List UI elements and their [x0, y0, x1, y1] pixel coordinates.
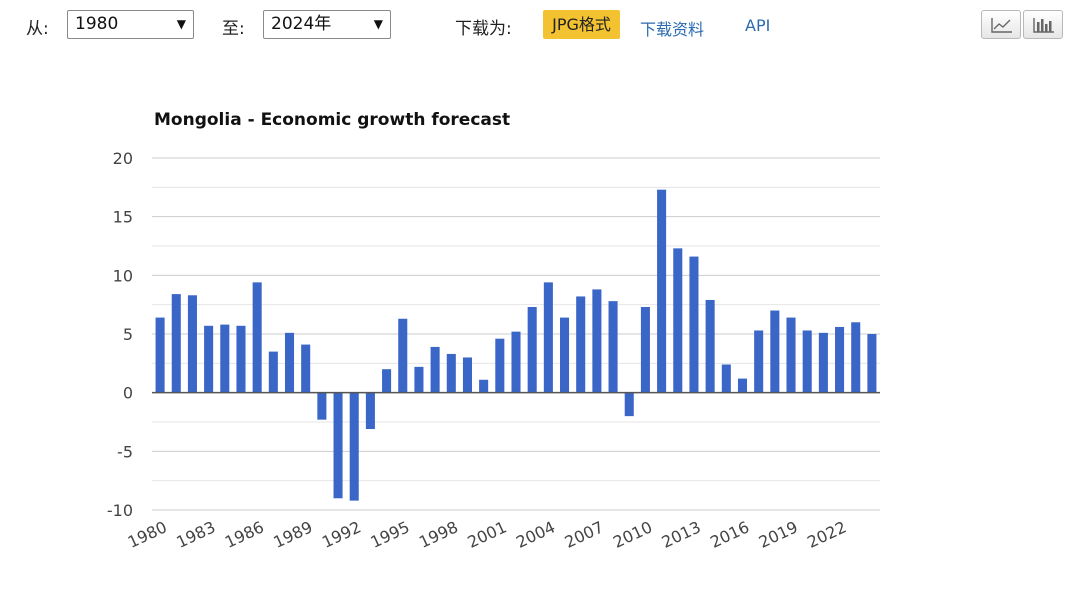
from-label: 从:: [26, 19, 49, 39]
x-tick-label: 2013: [659, 517, 704, 551]
bar-chart-button[interactable]: [1023, 10, 1063, 39]
bar-2000: [479, 379, 489, 393]
bar-1991: [333, 392, 343, 499]
chart-toolbar: 从: 1980 ▼ 至: 2024年 ▼ 下载为: JPG格式 下载资料 API: [0, 0, 1080, 50]
from-year-value: 1980: [75, 14, 119, 34]
bar-2017: [754, 330, 764, 393]
to-year-select[interactable]: 2024年 ▼: [263, 10, 391, 39]
api-link[interactable]: API: [745, 16, 771, 35]
x-axis-ticks: 1980 1983 1986 1989 1992 1995 1998 2001 2004 2007…: [125, 517, 849, 551]
bar-2021: [818, 332, 828, 393]
download-data-link[interactable]: 下载资料: [640, 20, 705, 39]
y-tick-label: -5: [117, 442, 133, 461]
y-axis-ticks: 20 15 10 5 0 -5 -10: [107, 149, 133, 520]
chart-title: Mongolia - Economic growth forecast: [154, 110, 510, 130]
bar-2008: [608, 301, 618, 393]
x-tick-label: 2001: [465, 517, 510, 551]
y-tick-label: 5: [123, 325, 133, 344]
bar-2007: [592, 289, 602, 393]
bar-2002: [511, 331, 521, 393]
bar-2004: [543, 282, 553, 393]
y-tick-label: 10: [113, 266, 133, 285]
bar-1989: [301, 344, 311, 393]
y-tick-label: -10: [107, 501, 133, 520]
bar-1980: [155, 317, 165, 393]
bar-2005: [560, 317, 570, 393]
bar-2001: [495, 338, 505, 393]
bar-2022: [835, 326, 845, 393]
y-tick-label: 20: [113, 149, 133, 168]
bar-1984: [220, 324, 230, 393]
from-year-select[interactable]: 1980 ▼: [67, 10, 194, 39]
x-tick-label: 1986: [222, 517, 267, 551]
bar-2013: [689, 256, 699, 393]
x-tick-label: 2007: [562, 517, 607, 551]
download-jpg-button[interactable]: JPG格式: [543, 10, 620, 39]
line-chart-icon: [991, 18, 1012, 33]
bar-1996: [414, 366, 424, 393]
chevron-down-icon: ▼: [373, 17, 383, 31]
bar-2018: [770, 310, 780, 393]
x-tick-label: 2019: [756, 517, 801, 551]
x-tick-label: 1980: [125, 517, 170, 551]
bar-2024: [867, 334, 877, 393]
download-as-label: 下载为:: [455, 19, 512, 39]
bar-2019: [786, 317, 796, 393]
x-tick-label: 2016: [707, 517, 752, 551]
x-tick-label: 1995: [368, 517, 413, 551]
bar-2014: [705, 299, 715, 393]
bar-2003: [527, 307, 537, 393]
bar-1983: [204, 325, 214, 393]
bar-2016: [737, 378, 748, 393]
bar-1982: [187, 295, 197, 393]
x-tick-label: 2010: [610, 517, 655, 551]
bar-2010: [640, 307, 650, 393]
gridlines: [152, 157, 880, 511]
bar-1981: [171, 294, 181, 393]
bar-2011: [657, 189, 667, 393]
x-tick-label: 1989: [270, 517, 315, 551]
bar-chart-icon: [1033, 18, 1054, 33]
x-tick-label: 2004: [513, 517, 558, 551]
bar-1994: [382, 369, 392, 393]
chevron-down-icon: ▼: [176, 17, 186, 31]
line-chart-button[interactable]: [981, 10, 1021, 39]
bar-1988: [284, 332, 295, 393]
bar-2006: [576, 296, 586, 393]
bar-1995: [398, 318, 408, 393]
bar-1998: [446, 353, 456, 393]
bar-1993: [365, 392, 375, 430]
bar-1985: [236, 325, 246, 393]
x-tick-label: 1992: [319, 517, 364, 551]
bar-2015: [721, 364, 731, 393]
bar-1987: [268, 351, 278, 393]
to-year-value: 2024年: [271, 14, 332, 34]
x-tick-label: 1998: [416, 517, 461, 551]
bar-1986: [252, 282, 262, 393]
bar-1992: [349, 392, 359, 501]
bar-2009: [624, 392, 634, 417]
bar-2020: [802, 330, 812, 393]
bar-1997: [430, 346, 440, 393]
bar-1990: [317, 392, 327, 420]
y-tick-label: 0: [123, 384, 133, 403]
bar-2012: [673, 248, 683, 393]
to-label: 至:: [222, 19, 245, 39]
bar-1999: [462, 357, 472, 393]
bars: [155, 189, 877, 501]
x-tick-label: 1983: [173, 517, 218, 551]
y-tick-label: 15: [113, 208, 133, 227]
bar-2023: [851, 322, 861, 393]
x-tick-label: 2022: [804, 517, 849, 551]
